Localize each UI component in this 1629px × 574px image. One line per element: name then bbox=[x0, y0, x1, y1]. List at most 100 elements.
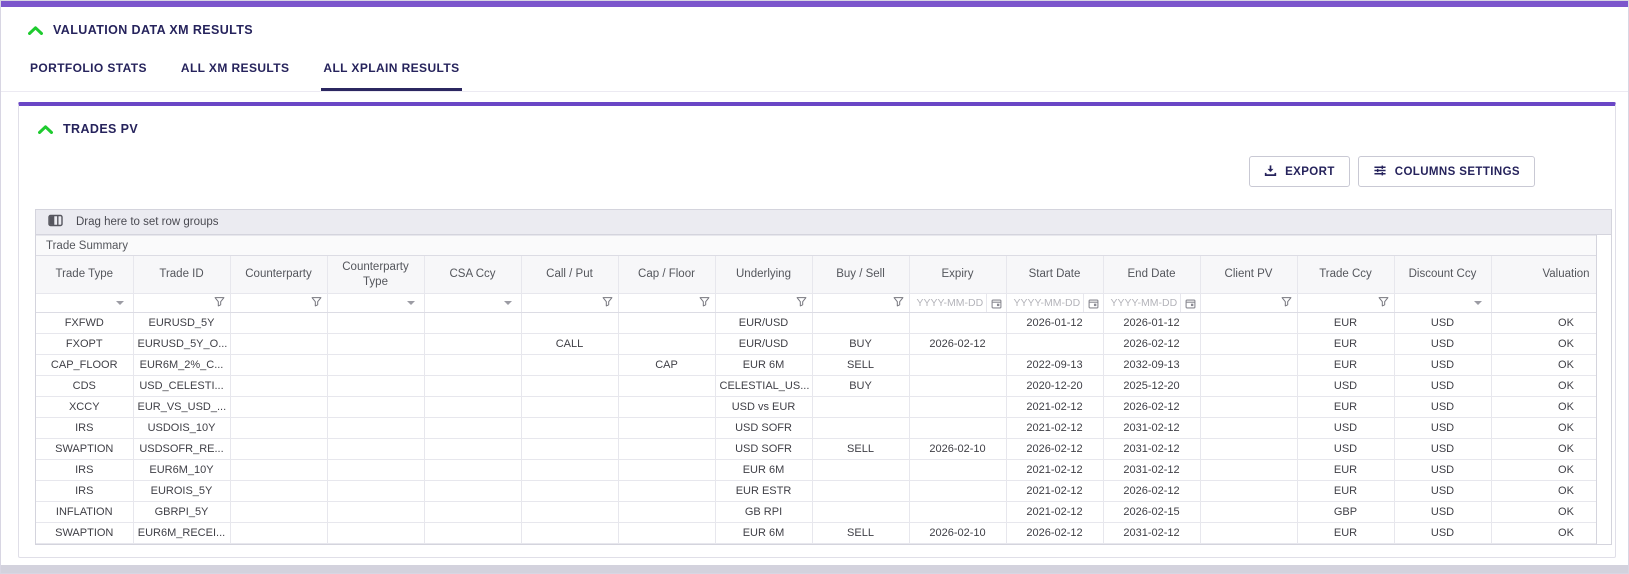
table-cell[interactable]: IRS bbox=[36, 459, 134, 481]
table-cell[interactable]: 2032-09-13 bbox=[1102, 354, 1201, 376]
table-cell[interactable]: OK bbox=[1490, 522, 1597, 544]
table-cell[interactable]: 2026-02-12 bbox=[1102, 396, 1201, 418]
column-header[interactable]: Call / Put bbox=[520, 255, 619, 294]
table-cell[interactable]: USD vs EUR bbox=[714, 396, 813, 418]
column-header[interactable]: Start Date bbox=[1005, 255, 1104, 294]
table-cell[interactable]: EURUSD_5Y_O... bbox=[132, 333, 231, 355]
table-row[interactable]: XCCY EUR_VS_USD_... USD vs EUR 2021-02-12 20… bbox=[36, 396, 1597, 418]
date-filter-placeholder[interactable]: YYYY-MM-DD bbox=[1013, 297, 1081, 309]
table-cell[interactable] bbox=[423, 417, 522, 439]
table-cell[interactable]: 2031-02-12 bbox=[1102, 417, 1201, 439]
table-cell[interactable]: 2026-02-10 bbox=[908, 438, 1007, 460]
table-cell[interactable] bbox=[229, 375, 328, 397]
table-cell[interactable]: IRS bbox=[36, 480, 134, 502]
select-caret-icon[interactable] bbox=[406, 301, 415, 305]
table-cell[interactable] bbox=[1199, 438, 1298, 460]
table-cell[interactable]: 2026-02-12 bbox=[1102, 480, 1201, 502]
table-cell[interactable] bbox=[811, 459, 910, 481]
date-filter-placeholder[interactable]: YYYY-MM-DD bbox=[916, 297, 984, 309]
select-caret-icon[interactable] bbox=[503, 301, 512, 305]
table-cell[interactable] bbox=[423, 480, 522, 502]
select-caret-icon[interactable] bbox=[1473, 301, 1482, 305]
select-caret-icon[interactable] bbox=[115, 301, 124, 305]
filter-funnel-icon[interactable] bbox=[796, 295, 807, 312]
table-cell[interactable]: EUR 6M bbox=[714, 354, 813, 376]
table-cell[interactable]: CDS bbox=[36, 375, 134, 397]
calendar-icon[interactable] bbox=[1082, 294, 1103, 312]
table-cell[interactable]: USD bbox=[1393, 375, 1492, 397]
filter-funnel-icon[interactable] bbox=[1378, 295, 1389, 312]
calendar-icon[interactable] bbox=[1179, 294, 1200, 312]
table-cell[interactable]: USD_CELESTI... bbox=[132, 375, 231, 397]
table-cell[interactable] bbox=[1199, 354, 1298, 376]
table-cell[interactable] bbox=[229, 522, 328, 544]
table-cell[interactable]: OK bbox=[1490, 333, 1597, 355]
table-cell[interactable] bbox=[520, 354, 619, 376]
table-cell[interactable]: EUROIS_5Y bbox=[132, 480, 231, 502]
tab-all-xm-results[interactable]: ALL XM RESULTS bbox=[180, 61, 290, 75]
table-cell[interactable]: OK bbox=[1490, 312, 1597, 334]
table-cell[interactable]: EUR bbox=[1296, 312, 1395, 334]
filter-funnel-icon[interactable] bbox=[893, 295, 904, 312]
table-cell[interactable]: USD bbox=[1393, 396, 1492, 418]
table-cell[interactable]: USD bbox=[1393, 312, 1492, 334]
column-header[interactable]: Counterparty bbox=[229, 255, 328, 294]
table-cell[interactable]: OK bbox=[1490, 459, 1597, 481]
filter-select-input[interactable] bbox=[425, 295, 520, 312]
table-cell[interactable]: OK bbox=[1490, 501, 1597, 523]
table-cell[interactable] bbox=[908, 396, 1007, 418]
table-cell[interactable]: CAP bbox=[617, 354, 716, 376]
table-cell[interactable]: USD bbox=[1296, 375, 1395, 397]
table-cell[interactable] bbox=[229, 480, 328, 502]
table-cell[interactable] bbox=[229, 333, 328, 355]
table-cell[interactable] bbox=[520, 417, 619, 439]
table-cell[interactable] bbox=[1199, 333, 1298, 355]
table-cell[interactable] bbox=[908, 375, 1007, 397]
table-cell[interactable]: USD bbox=[1393, 459, 1492, 481]
table-cell[interactable]: 2021-02-12 bbox=[1005, 396, 1104, 418]
column-header[interactable]: Trade Type bbox=[36, 255, 134, 294]
table-cell[interactable]: SWAPTION bbox=[36, 438, 134, 460]
table-row[interactable]: SWAPTION USDSOFR_RE... USD SOFR SELL 2026-02… bbox=[36, 438, 1597, 460]
table-cell[interactable]: 2020-12-20 bbox=[1005, 375, 1104, 397]
column-header[interactable]: Trade Ccy bbox=[1296, 255, 1395, 294]
table-cell[interactable]: EUR6M_RECEI... bbox=[132, 522, 231, 544]
table-cell[interactable]: USD bbox=[1393, 417, 1492, 439]
table-cell[interactable] bbox=[520, 438, 619, 460]
table-cell[interactable]: OK bbox=[1490, 354, 1597, 376]
table-cell[interactable]: CELESTIAL_US... bbox=[714, 375, 813, 397]
table-cell[interactable]: 2021-02-12 bbox=[1005, 459, 1104, 481]
table-cell[interactable]: CALL bbox=[520, 333, 619, 355]
collapse-chevron-up-icon[interactable] bbox=[28, 25, 43, 35]
table-cell[interactable] bbox=[229, 396, 328, 418]
table-cell[interactable] bbox=[617, 501, 716, 523]
table-cell[interactable]: CAP_FLOOR bbox=[36, 354, 134, 376]
table-cell[interactable]: EUR bbox=[1296, 354, 1395, 376]
table-row[interactable]: FXFWD EURUSD_5Y EUR/USD 2026-01-12 2026-01-1… bbox=[36, 312, 1597, 334]
table-cell[interactable]: 2026-02-12 bbox=[1005, 438, 1104, 460]
column-header[interactable]: Client PV bbox=[1199, 255, 1298, 294]
table-cell[interactable] bbox=[811, 480, 910, 502]
table-cell[interactable] bbox=[423, 375, 522, 397]
table-cell[interactable] bbox=[908, 312, 1007, 334]
table-cell[interactable] bbox=[1199, 480, 1298, 502]
filter-funnel-icon[interactable] bbox=[699, 295, 710, 312]
filter-funnel-input[interactable] bbox=[231, 295, 326, 312]
column-header[interactable]: Buy / Sell bbox=[811, 255, 910, 294]
table-cell[interactable]: EUR bbox=[1296, 480, 1395, 502]
table-cell[interactable] bbox=[1199, 501, 1298, 523]
filter-select-input[interactable] bbox=[36, 295, 132, 312]
table-cell[interactable]: OK bbox=[1490, 480, 1597, 502]
table-cell[interactable]: EUR/USD bbox=[714, 333, 813, 355]
table-row[interactable]: IRS EUR6M_10Y EUR 6M 2021-02-12 2031-02-12 EU… bbox=[36, 459, 1597, 481]
table-cell[interactable] bbox=[229, 417, 328, 439]
table-cell[interactable] bbox=[811, 312, 910, 334]
table-cell[interactable] bbox=[326, 417, 425, 439]
table-cell[interactable]: USDOIS_10Y bbox=[132, 417, 231, 439]
table-cell[interactable] bbox=[617, 480, 716, 502]
table-cell[interactable]: OK bbox=[1490, 375, 1597, 397]
table-cell[interactable] bbox=[908, 459, 1007, 481]
export-button[interactable]: EXPORT bbox=[1249, 156, 1350, 187]
collapse-chevron-up-icon[interactable] bbox=[38, 124, 53, 134]
table-cell[interactable] bbox=[617, 522, 716, 544]
